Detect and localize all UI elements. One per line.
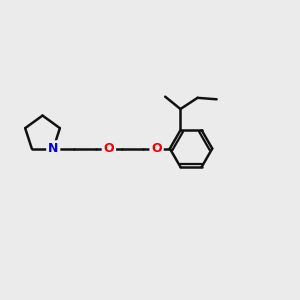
Text: O: O <box>103 142 114 155</box>
Text: O: O <box>151 142 162 155</box>
Text: N: N <box>48 142 58 155</box>
